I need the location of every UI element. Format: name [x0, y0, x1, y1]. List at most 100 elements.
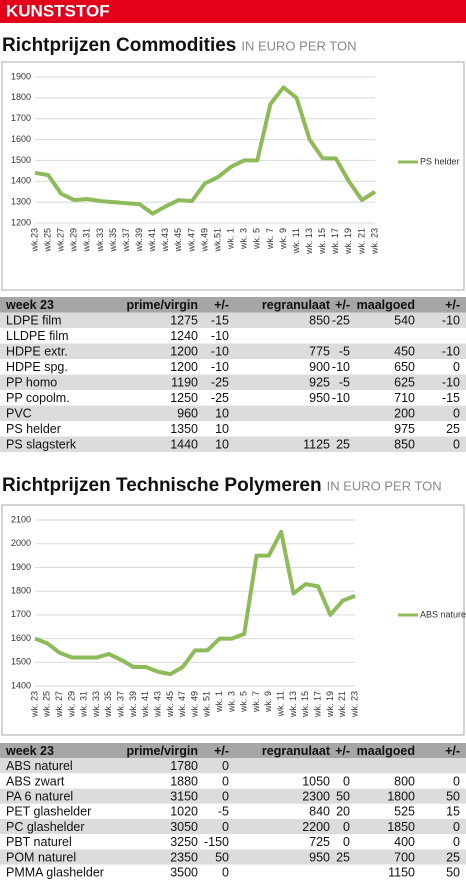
table-cell: 725: [309, 835, 330, 849]
x-tick-label: wk. 19: [325, 691, 335, 718]
y-tick-label: 1700: [11, 609, 31, 619]
x-tick-label: wk. 7: [251, 691, 261, 713]
table-row-bg: [0, 343, 466, 359]
table-cell: 50: [215, 850, 229, 864]
table-cell: 0: [222, 820, 229, 834]
table-cell: 25: [446, 422, 460, 436]
table-cell: 0: [222, 759, 229, 773]
table-cell: PC glashelder: [6, 820, 85, 834]
table-cell: PS slagsterk: [6, 438, 77, 452]
table-cell: 50: [446, 865, 460, 879]
x-tick-label: wk. 23: [369, 228, 379, 255]
table-cell: PET glashelder: [6, 805, 91, 819]
table-cell: PVC: [6, 407, 32, 421]
table-cell: 1150: [388, 865, 415, 879]
x-tick-label: wk. 1: [226, 228, 236, 250]
table-cell: 3150: [170, 789, 198, 803]
x-tick-label: wk. 7: [265, 228, 275, 250]
table-cell: LLDPE film: [6, 329, 69, 343]
table-header-cell: +/-: [214, 298, 229, 312]
table-cell: 3250: [170, 835, 198, 849]
table-cell: 0: [222, 774, 229, 788]
table-cell: 50: [336, 789, 350, 803]
table-cell: HDPE extr.: [6, 345, 68, 359]
x-tick-label: wk. 15: [317, 228, 327, 255]
table-header-cell: regranulaat: [262, 298, 331, 312]
table-cell: PA 6 naturel: [6, 789, 73, 803]
y-tick-label: 1800: [11, 92, 31, 102]
x-tick-label: wk. 23: [349, 691, 359, 718]
table-cell: -25: [211, 391, 229, 405]
x-tick-label: wk. 11: [276, 691, 286, 717]
table-cell: 1050: [302, 774, 330, 788]
x-tick-label: wk.41: [147, 228, 157, 253]
table-row-bg: [0, 864, 466, 880]
table-cell: 850: [394, 438, 415, 452]
table-cell: 625: [394, 376, 415, 390]
y-tick-label: 1700: [11, 113, 31, 123]
x-tick-label: wk. 21: [356, 228, 366, 255]
table-cell: 840: [309, 805, 330, 819]
table-cell: -10: [442, 314, 460, 328]
table-cell: ABS naturel: [6, 759, 73, 773]
table-cell: 0: [222, 789, 229, 803]
table-cell: 800: [394, 774, 415, 788]
table-cell: 0: [453, 360, 460, 374]
x-tick-label: wk. 21: [337, 691, 347, 718]
header-title: KUNSTSTOF: [6, 1, 110, 20]
y-tick-label: 1400: [11, 680, 31, 690]
x-tick-label: wk. 19: [343, 228, 353, 255]
table-cell: 1275: [170, 314, 198, 328]
table-cell: 50: [446, 789, 460, 803]
table-cell: POM naturel: [6, 850, 76, 864]
table-cell: 1200: [170, 345, 198, 359]
x-tick-label: wk.39: [134, 228, 144, 253]
table-cell: 450: [394, 345, 415, 359]
section-subtitle: IN EURO PER TON: [241, 38, 356, 53]
table-cell: 15: [446, 805, 460, 819]
table-cell: 0: [453, 407, 460, 421]
y-tick-label: 1500: [11, 657, 31, 667]
table-cell: HDPE spg.: [6, 360, 68, 374]
x-tick-label: wk.31: [82, 228, 92, 253]
table-cell: ABS zwart: [6, 774, 65, 788]
x-tick-label: wk.51: [212, 228, 222, 253]
x-tick-label: wk.43: [160, 228, 170, 253]
table-cell: -5: [339, 376, 350, 390]
table-cell: 975: [394, 422, 415, 436]
x-tick-label: wk. 45: [165, 691, 175, 718]
table-row-bg: [0, 374, 466, 390]
table-cell: 3500: [170, 865, 198, 879]
x-tick-label: wk. 31: [79, 691, 89, 718]
table-cell: 710: [394, 391, 415, 405]
table-row-bg: [0, 390, 466, 406]
table-cell: -5: [218, 805, 229, 819]
section-title: Richtprijzen Technische Polymeren: [2, 475, 322, 496]
table-row-bg: [0, 405, 466, 421]
x-tick-label: wk. 41: [140, 691, 150, 718]
table-row-bg: [0, 421, 466, 437]
table-cell: 1850: [387, 820, 415, 834]
table-cell: 25: [336, 850, 350, 864]
table-row-bg: [0, 834, 466, 850]
x-tick-label: wk.27: [56, 228, 66, 253]
x-tick-label: wk. 15: [300, 691, 310, 718]
table-cell: 1240: [170, 329, 198, 343]
x-tick-label: wk. 51: [202, 691, 212, 718]
y-tick-label: 1900: [11, 71, 31, 81]
table-cell: -10: [332, 360, 350, 374]
table-cell: 1200: [170, 360, 198, 374]
table-cell: 1780: [170, 759, 198, 773]
table-cell: 0: [343, 774, 350, 788]
y-tick-label: 1600: [11, 633, 31, 643]
table-header-cell: prime/virgin: [126, 298, 198, 312]
table-cell: 1350: [170, 422, 198, 436]
x-tick-label: wk. 47: [177, 691, 187, 718]
x-tick-label: wk. 5: [239, 691, 249, 713]
table-cell: 0: [222, 865, 229, 879]
x-tick-label: wk. 35: [103, 691, 113, 718]
y-tick-label: 1500: [11, 155, 31, 165]
table-row-bg: [0, 819, 466, 835]
table-cell: -10: [211, 345, 229, 359]
